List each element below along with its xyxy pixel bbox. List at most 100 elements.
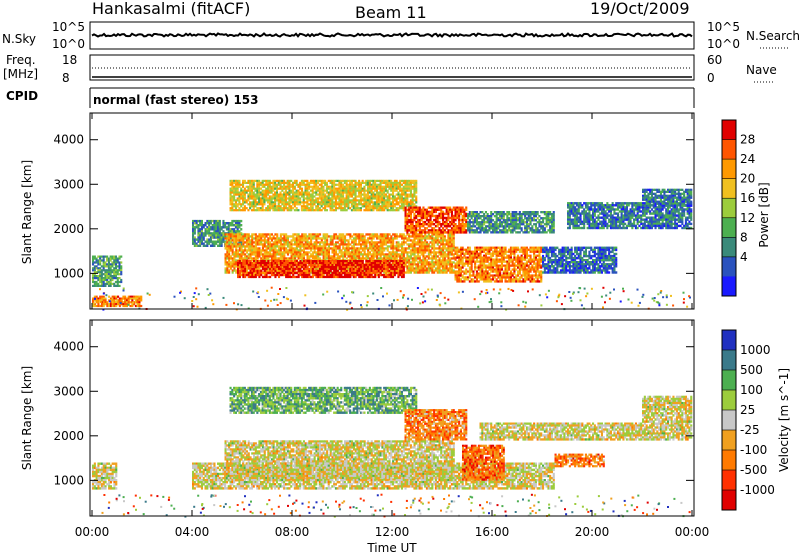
power-cell [251,194,253,196]
power-cell [285,249,287,251]
power-cell [257,241,259,243]
power-cell [262,262,264,264]
power-cell [412,249,414,251]
power-cell [306,209,308,211]
power-cell [253,262,255,264]
power-cell [424,247,426,249]
power-cell [333,255,335,257]
power-cell [303,257,305,259]
power-cell [374,268,376,270]
power-cell [248,253,250,255]
power-cell [312,268,314,270]
power-cell [240,188,242,190]
power-cell [401,203,403,205]
power-cell [399,186,401,188]
power-cell [246,272,248,274]
power-cell [283,197,285,199]
power-cell [257,235,259,237]
power-cell [360,235,362,237]
power-cell [333,184,335,186]
power-cell [314,233,316,235]
power-cell [369,188,371,190]
power-cell [256,184,258,186]
power-cell [296,243,298,245]
power-cell [255,255,257,257]
power-cell [362,249,364,251]
power-cell [369,207,371,209]
power-cell [340,182,342,184]
power-cell [401,247,403,249]
power-cell [387,197,389,199]
power-cell [292,192,294,194]
power-cell [315,276,317,278]
power-cell [246,251,248,253]
power-cell [283,245,285,247]
power-cell [381,245,383,247]
power-cell [337,207,339,209]
power-cell [340,197,342,199]
power-cell [328,201,330,203]
power-cell [410,184,412,186]
power-cell [239,260,241,262]
power-cell [437,235,439,237]
power-cell [356,199,358,201]
power-cell [203,245,205,247]
power-cell [342,272,344,274]
power-cell [419,249,421,251]
power-cell [264,251,266,253]
power-cell [280,188,282,190]
power-cell [308,182,310,184]
power-cell [412,243,414,245]
power-cell [240,197,242,199]
power-cell [248,276,250,278]
power-cell [385,268,387,270]
power-cell [242,180,244,182]
power-cell [264,255,266,257]
power-cell [332,251,334,253]
power-cell [433,261,435,263]
power-cell [324,239,326,241]
power-cell [278,262,280,264]
power-cell [355,182,357,184]
power-cell [287,201,289,203]
power-cell [364,272,366,274]
power-cell [201,243,203,245]
power-cell [265,188,267,190]
power-cell [96,261,98,263]
power-cell [301,195,303,197]
power-cell [347,205,349,207]
power-cell [287,237,289,239]
power-cell [294,247,296,249]
power-cell [303,272,305,274]
power-cell [280,247,282,249]
power-cell [348,245,350,247]
power-cell [371,235,373,237]
power-cell [217,232,219,234]
power-cell [437,251,439,253]
power-cell [397,249,399,251]
power-cell [339,260,341,262]
power-cell [408,245,410,247]
power-cell [380,241,382,243]
power-cell [396,207,398,209]
power-cell [283,207,285,209]
power-cell [389,257,391,259]
power-cell [255,201,257,203]
power-cell [226,253,228,255]
power-cell [349,186,351,188]
power-cell [248,237,250,239]
power-cell [244,237,246,239]
power-cell [388,180,390,182]
power-cell [349,255,351,257]
power-cell [267,194,269,196]
power-cell [378,251,380,253]
power-cell [360,247,362,249]
power-cell [405,225,407,227]
power-cell [342,251,344,253]
power-cell [430,245,432,247]
power-cell [103,267,105,269]
power-cell [230,188,232,190]
power-cell [328,243,330,245]
power-cell [323,272,325,274]
power-cell [349,180,351,182]
